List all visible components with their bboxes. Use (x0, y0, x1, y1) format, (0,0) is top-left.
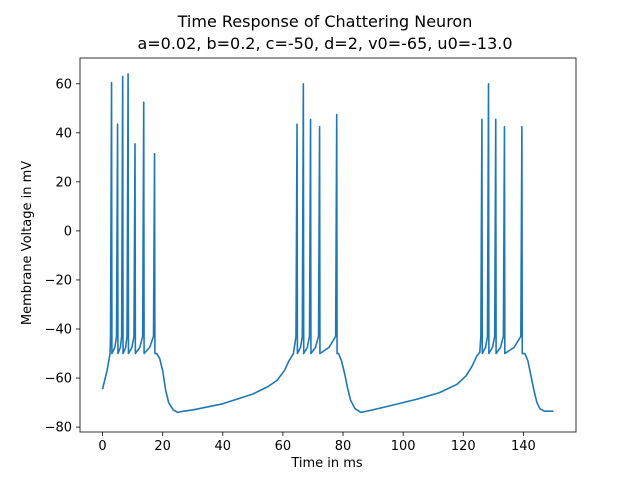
chart-subtitle: a=0.02, b=0.2, c=-50, d=2, v0=-65, u0=-1… (137, 34, 512, 53)
y-tick-label: −60 (45, 372, 72, 387)
x-tick-label: 20 (154, 439, 171, 454)
x-tick-label: 100 (391, 439, 416, 454)
y-tick-label: −20 (45, 273, 72, 288)
y-tick-label: 40 (55, 126, 72, 141)
y-tick-label: 60 (55, 77, 72, 92)
x-tick-label: 120 (451, 439, 476, 454)
y-axis-label: Membrane Voltage in mV (20, 161, 35, 325)
x-tick-label: 0 (98, 439, 106, 454)
y-tick-label: 20 (55, 175, 72, 190)
y-tick-label: −40 (45, 322, 72, 337)
voltage-trace-line (101, 73, 554, 414)
y-tick-label: 0 (64, 224, 72, 239)
x-tick-label: 80 (335, 439, 352, 454)
chart-title: Time Response of Chattering Neuron (177, 12, 473, 31)
x-tick-label: 40 (215, 439, 232, 454)
x-tick-label: 140 (511, 439, 536, 454)
axes-frame (79, 57, 577, 433)
x-tick-label: 60 (275, 439, 292, 454)
x-axis-label: Time in ms (290, 456, 363, 471)
x-axis-ticks: 0 20 40 60 80 100 120 140 (98, 432, 536, 454)
y-axis-ticks: −80 −60 −40 −20 0 20 40 60 (45, 77, 80, 436)
y-tick-label: −80 (45, 421, 72, 436)
